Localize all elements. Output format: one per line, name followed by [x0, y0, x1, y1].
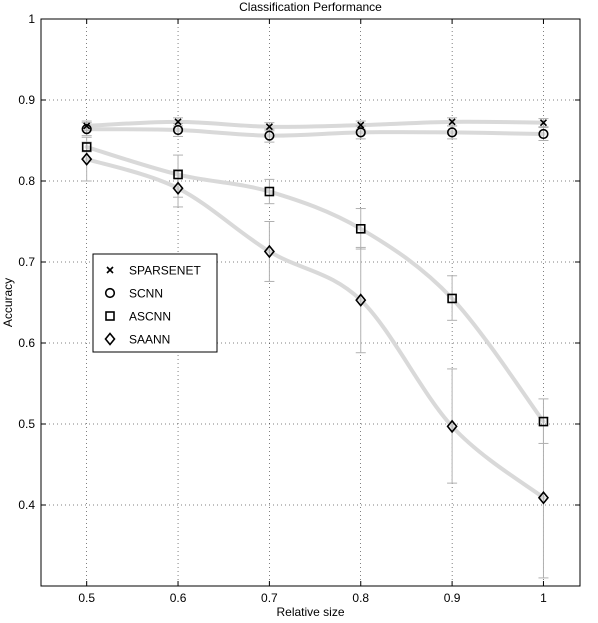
y-tick-label: 0.6	[18, 336, 35, 350]
data-point-sparsenet	[83, 122, 91, 130]
data-point-sparsenet	[539, 119, 548, 127]
data-point-scnn	[355, 127, 366, 138]
legend-marker-scnn	[104, 287, 116, 299]
marker-stroke	[448, 118, 456, 126]
data-point-ascnn	[447, 293, 457, 304]
legend-label-saann: SAANN	[129, 333, 170, 347]
marker-stroke	[539, 119, 548, 127]
data-point-saann	[355, 293, 367, 307]
marker-stroke	[265, 123, 273, 131]
marker-stroke	[83, 122, 91, 130]
data-point-sparsenet	[448, 118, 456, 126]
marker-stroke	[174, 118, 182, 126]
data-point-scnn	[81, 124, 92, 135]
y-tick-label: 0.9	[18, 93, 35, 107]
data-point-ascnn	[81, 142, 92, 152]
data-point-saann	[81, 152, 93, 166]
legend-marker-sparsenet	[106, 266, 114, 274]
plot-frame	[40, 18, 581, 587]
data-point-saann	[537, 490, 549, 505]
x-tick-label: 0.7	[261, 591, 278, 605]
x-tick-label: 1	[540, 591, 547, 605]
legend-marker-ascnn	[105, 311, 115, 321]
y-tick-label: 1	[28, 12, 35, 26]
x-axis-title: Relative size	[276, 605, 344, 619]
trend-curve-scnn	[84, 127, 546, 138]
legend-label-ascnn: ASCNN	[129, 310, 171, 324]
data-point-ascnn	[173, 169, 183, 180]
x-tick-label: 0.5	[78, 591, 95, 605]
chart-title: Classification Performance	[239, 0, 382, 14]
legend-marker-saann	[104, 332, 116, 346]
legend: SPARSENET SCNN ASCNN SAANN	[92, 253, 218, 353]
legend-label-scnn: SCNN	[129, 287, 163, 301]
data-point-sparsenet	[174, 118, 182, 126]
marker-stroke	[106, 266, 114, 274]
data-point-sparsenet	[265, 123, 273, 131]
data-point-saann	[172, 181, 184, 196]
data-point-scnn	[264, 130, 275, 141]
x-tick-label: 0.8	[352, 591, 369, 605]
y-axis-title: Accuracy	[1, 278, 15, 327]
trend-curve-sparsenet	[84, 119, 546, 129]
y-tick-label: 0.8	[18, 174, 35, 188]
y-tick-label: 0.5	[18, 417, 35, 431]
axis-ticks: 0.5 0.6 0.7 0.8 0.9 1 0.4 0.5 0.6 0.7 0.8 0.9 1	[18, 12, 580, 605]
y-tick-label: 0.4	[18, 498, 35, 512]
data-point-ascnn	[355, 223, 366, 234]
data-point-ascnn	[538, 416, 549, 427]
legend-box	[92, 253, 218, 353]
data-point-scnn	[538, 128, 549, 140]
marker-stroke	[357, 121, 365, 129]
data-point-saann	[263, 244, 275, 259]
data-point-scnn	[172, 124, 184, 136]
y-tick-label: 0.7	[18, 255, 35, 269]
data-point-saann	[446, 419, 458, 434]
data-point-ascnn	[264, 186, 275, 197]
data-markers	[81, 118, 549, 505]
legend-label-sparsenet: SPARSENET	[129, 264, 201, 278]
x-tick-label: 0.6	[170, 591, 187, 605]
x-tick-label: 0.9	[444, 591, 461, 605]
data-point-sparsenet	[357, 121, 365, 129]
data-point-scnn	[447, 127, 458, 138]
